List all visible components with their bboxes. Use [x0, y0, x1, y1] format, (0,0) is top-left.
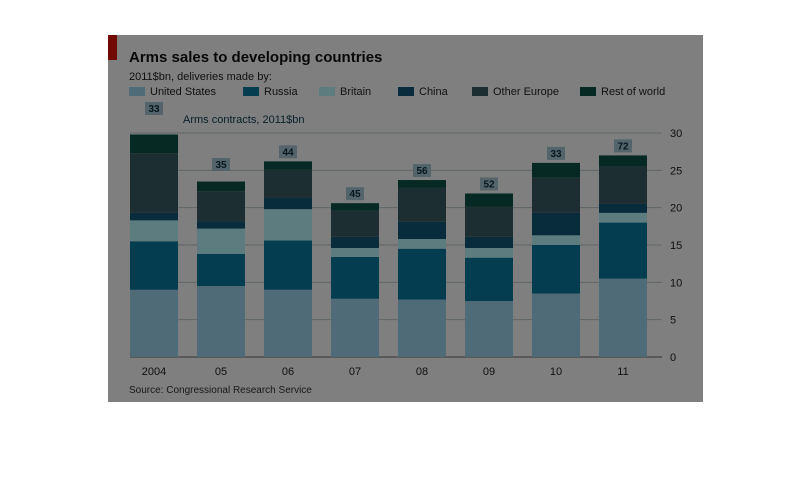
bar-2-5 — [264, 161, 312, 170]
bar-3-2 — [331, 247, 379, 257]
contract-value-6: 33 — [550, 149, 562, 160]
bar-1-3 — [197, 221, 245, 229]
x-tick-label-2: 06 — [282, 366, 294, 378]
bar-1-2 — [197, 228, 245, 254]
bar-4-3 — [398, 221, 446, 240]
bar-4-2 — [398, 239, 446, 249]
bar-6-4 — [532, 177, 580, 213]
contract-value-1: 35 — [215, 160, 227, 171]
chart-subtitle: 2011$bn, deliveries made by: — [129, 71, 272, 83]
bar-0-0 — [130, 289, 178, 357]
y-tick-label-3: 15 — [670, 240, 682, 252]
legend-label-1: Russia — [264, 86, 299, 98]
bar-2-3 — [264, 197, 312, 210]
bar-0-1 — [130, 241, 178, 290]
bar-3-5 — [331, 203, 379, 211]
contract-value-4: 56 — [416, 166, 428, 177]
x-tick-label-7: 11 — [617, 366, 628, 378]
y-tick-label-1: 5 — [670, 315, 676, 327]
legend-label-4: Other Europe — [493, 86, 559, 98]
bar-7-1 — [599, 222, 647, 279]
bar-5-2 — [465, 247, 513, 258]
contract-value-7: 72 — [617, 141, 629, 152]
bar-2-1 — [264, 240, 312, 290]
source-note: Source: Congressional Research Service — [129, 385, 312, 396]
bar-6-5 — [532, 162, 580, 178]
bar-6-3 — [532, 212, 580, 236]
legend-label-2: Britain — [340, 86, 371, 98]
bar-0-5 — [130, 134, 178, 154]
bar-0-2 — [130, 220, 178, 242]
y-tick-label-4: 20 — [670, 203, 682, 215]
x-tick-label-4: 08 — [416, 366, 428, 378]
bar-5-3 — [465, 236, 513, 248]
legend-swatch-0 — [129, 87, 145, 96]
bar-2-0 — [264, 289, 312, 357]
legend-label-0: United States — [150, 86, 217, 98]
bar-4-5 — [398, 180, 446, 188]
x-tick-label-5: 09 — [483, 366, 495, 378]
bar-4-0 — [398, 299, 446, 357]
bar-0-3 — [130, 212, 178, 221]
bar-3-4 — [331, 210, 379, 237]
bar-4-4 — [398, 187, 446, 222]
contract-value-0: 33 — [148, 104, 160, 115]
legend-swatch-2 — [319, 87, 335, 96]
contract-value-2: 44 — [282, 147, 294, 158]
legend-swatch-4 — [472, 87, 488, 96]
x-tick-label-0: 2004 — [142, 366, 166, 378]
legend-swatch-3 — [398, 87, 414, 96]
contract-value-5: 52 — [483, 179, 495, 190]
bar-5-4 — [465, 206, 513, 237]
bar-5-1 — [465, 257, 513, 301]
legend-label-5: Rest of world — [601, 86, 665, 98]
chart-title: Arms sales to developing countries — [129, 49, 382, 66]
brand-accent — [108, 35, 117, 60]
bar-3-1 — [331, 256, 379, 299]
x-tick-label-1: 05 — [215, 366, 227, 378]
bar-3-3 — [331, 236, 379, 248]
bar-2-2 — [264, 209, 312, 241]
bar-6-1 — [532, 245, 580, 294]
bar-4-1 — [398, 248, 446, 300]
bar-3-0 — [331, 298, 379, 357]
bar-6-0 — [532, 293, 580, 357]
bar-0-4 — [130, 153, 178, 213]
y-tick-label-6: 30 — [670, 128, 682, 140]
bar-7-3 — [599, 203, 647, 213]
legend-label-3: China — [419, 86, 449, 98]
legend-swatch-5 — [580, 87, 596, 96]
contracts-label: Arms contracts, 2011$bn — [183, 114, 304, 126]
bar-1-4 — [197, 191, 245, 222]
legend-swatch-1 — [243, 87, 259, 96]
contract-value-3: 45 — [349, 189, 361, 200]
bar-7-2 — [599, 212, 647, 223]
bar-5-5 — [465, 193, 513, 207]
y-tick-label-2: 10 — [670, 277, 682, 289]
bar-5-0 — [465, 301, 513, 357]
x-tick-label-6: 10 — [550, 366, 562, 378]
bar-7-4 — [599, 166, 647, 204]
bar-1-5 — [197, 181, 245, 192]
bar-6-2 — [532, 235, 580, 245]
bar-1-0 — [197, 286, 245, 357]
x-tick-label-3: 07 — [349, 366, 361, 378]
y-tick-label-5: 25 — [670, 165, 682, 177]
bar-2-4 — [264, 169, 312, 198]
bar-7-5 — [599, 155, 647, 167]
bar-1-1 — [197, 253, 245, 287]
y-tick-label-0: 0 — [670, 352, 676, 364]
bar-7-0 — [599, 278, 647, 357]
